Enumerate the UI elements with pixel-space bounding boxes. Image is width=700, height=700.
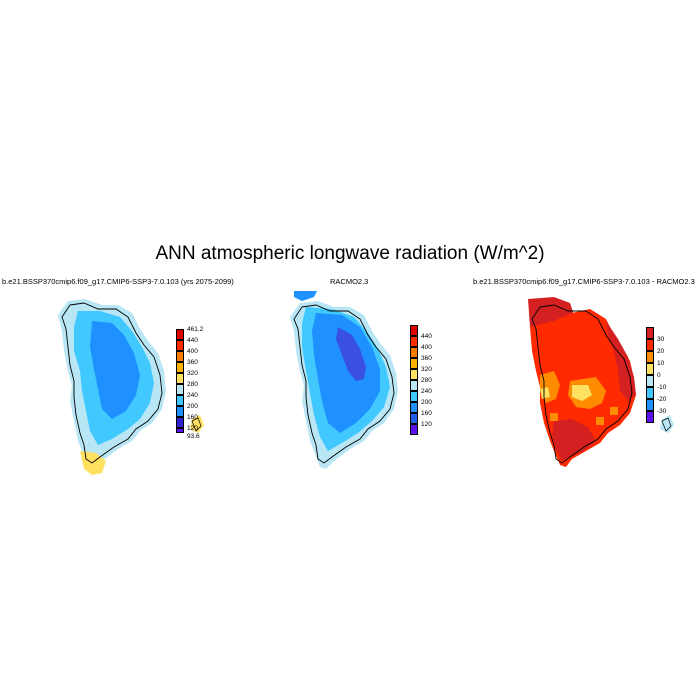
colorbar-label: -30: [657, 408, 667, 415]
colorbar-swatch: [646, 339, 654, 351]
colorbar-label: 93.6: [187, 433, 200, 440]
colorbar-swatch: [176, 373, 184, 384]
colorbar-label: 20: [657, 348, 665, 355]
colorbar-swatch: [646, 411, 654, 423]
colorbar-label: 280: [421, 377, 432, 384]
colorbar-label: 360: [187, 359, 198, 366]
figure-title: ANN atmospheric longwave radiation (W/m^…: [155, 243, 545, 264]
colorbar-swatch: [410, 402, 418, 413]
colorbar-swatch: [646, 387, 654, 399]
colorbar-label: -10: [657, 384, 667, 391]
panel-title-obs: RACMO2.3: [330, 277, 369, 286]
colorbar-swatch: [410, 325, 418, 336]
colorbar-swatch: [176, 362, 184, 373]
colorbar-label: 360: [421, 355, 432, 362]
colorbar-label: 160: [421, 410, 432, 417]
colorbar-swatch: [410, 391, 418, 402]
greenland-map-obs: [290, 291, 398, 469]
colorbar-label: -20: [657, 396, 667, 403]
colorbar-swatch: [176, 428, 184, 433]
colorbar-swatch: [410, 413, 418, 424]
colorbar-label: 440: [421, 333, 432, 340]
colorbar-swatch: [646, 375, 654, 387]
colorbar-swatch: [176, 417, 184, 428]
colorbar-label: 240: [421, 388, 432, 395]
colorbar-label: 160: [187, 414, 198, 421]
greenland-map-model: [58, 299, 204, 475]
colorbar-label: 320: [421, 366, 432, 373]
colorbar-label: 10: [657, 360, 665, 367]
colorbar-swatch: [646, 327, 654, 339]
colorbar-label: 320: [187, 370, 198, 377]
colorbar-label: 200: [421, 399, 432, 406]
colorbar-label: 400: [187, 348, 198, 355]
colorbar-label: 461.2: [187, 326, 204, 333]
panel-title-model: b.e21.BSSP370cmip6.f09_g17.CMIP6-SSP3-7.…: [2, 277, 234, 286]
colorbar-label: 400: [421, 344, 432, 351]
colorbar-swatch: [176, 406, 184, 417]
colorbar-swatch: [646, 363, 654, 375]
colorbar-label: 0: [657, 372, 661, 379]
colorbar-swatch: [410, 369, 418, 380]
colorbar-swatch: [410, 380, 418, 391]
colorbar-swatch: [176, 395, 184, 406]
colorbar-label: 120: [421, 421, 432, 428]
colorbar-swatch: [176, 329, 184, 340]
colorbar-swatch: [410, 347, 418, 358]
colorbar-swatch: [410, 358, 418, 369]
colorbar-swatch: [176, 384, 184, 395]
colorbar-label: 280: [187, 381, 198, 388]
panel-title-diff: b.e21.BSSP370cmip6.f09_g17.CMIP6-SSP3-7.…: [473, 277, 695, 286]
colorbar-swatch: [646, 351, 654, 363]
colorbar-swatch: [646, 399, 654, 411]
colorbar-swatch: [176, 351, 184, 362]
colorbar-label: 240: [187, 392, 198, 399]
colorbar-label: 30: [657, 336, 665, 343]
greenland-map-diff: [528, 297, 674, 467]
colorbar-label: 120: [187, 425, 198, 432]
colorbar-label: 440: [187, 337, 198, 344]
colorbar-swatch: [176, 340, 184, 351]
colorbar-label: 200: [187, 403, 198, 410]
colorbar-swatch: [410, 424, 418, 435]
colorbar-swatch: [410, 336, 418, 347]
